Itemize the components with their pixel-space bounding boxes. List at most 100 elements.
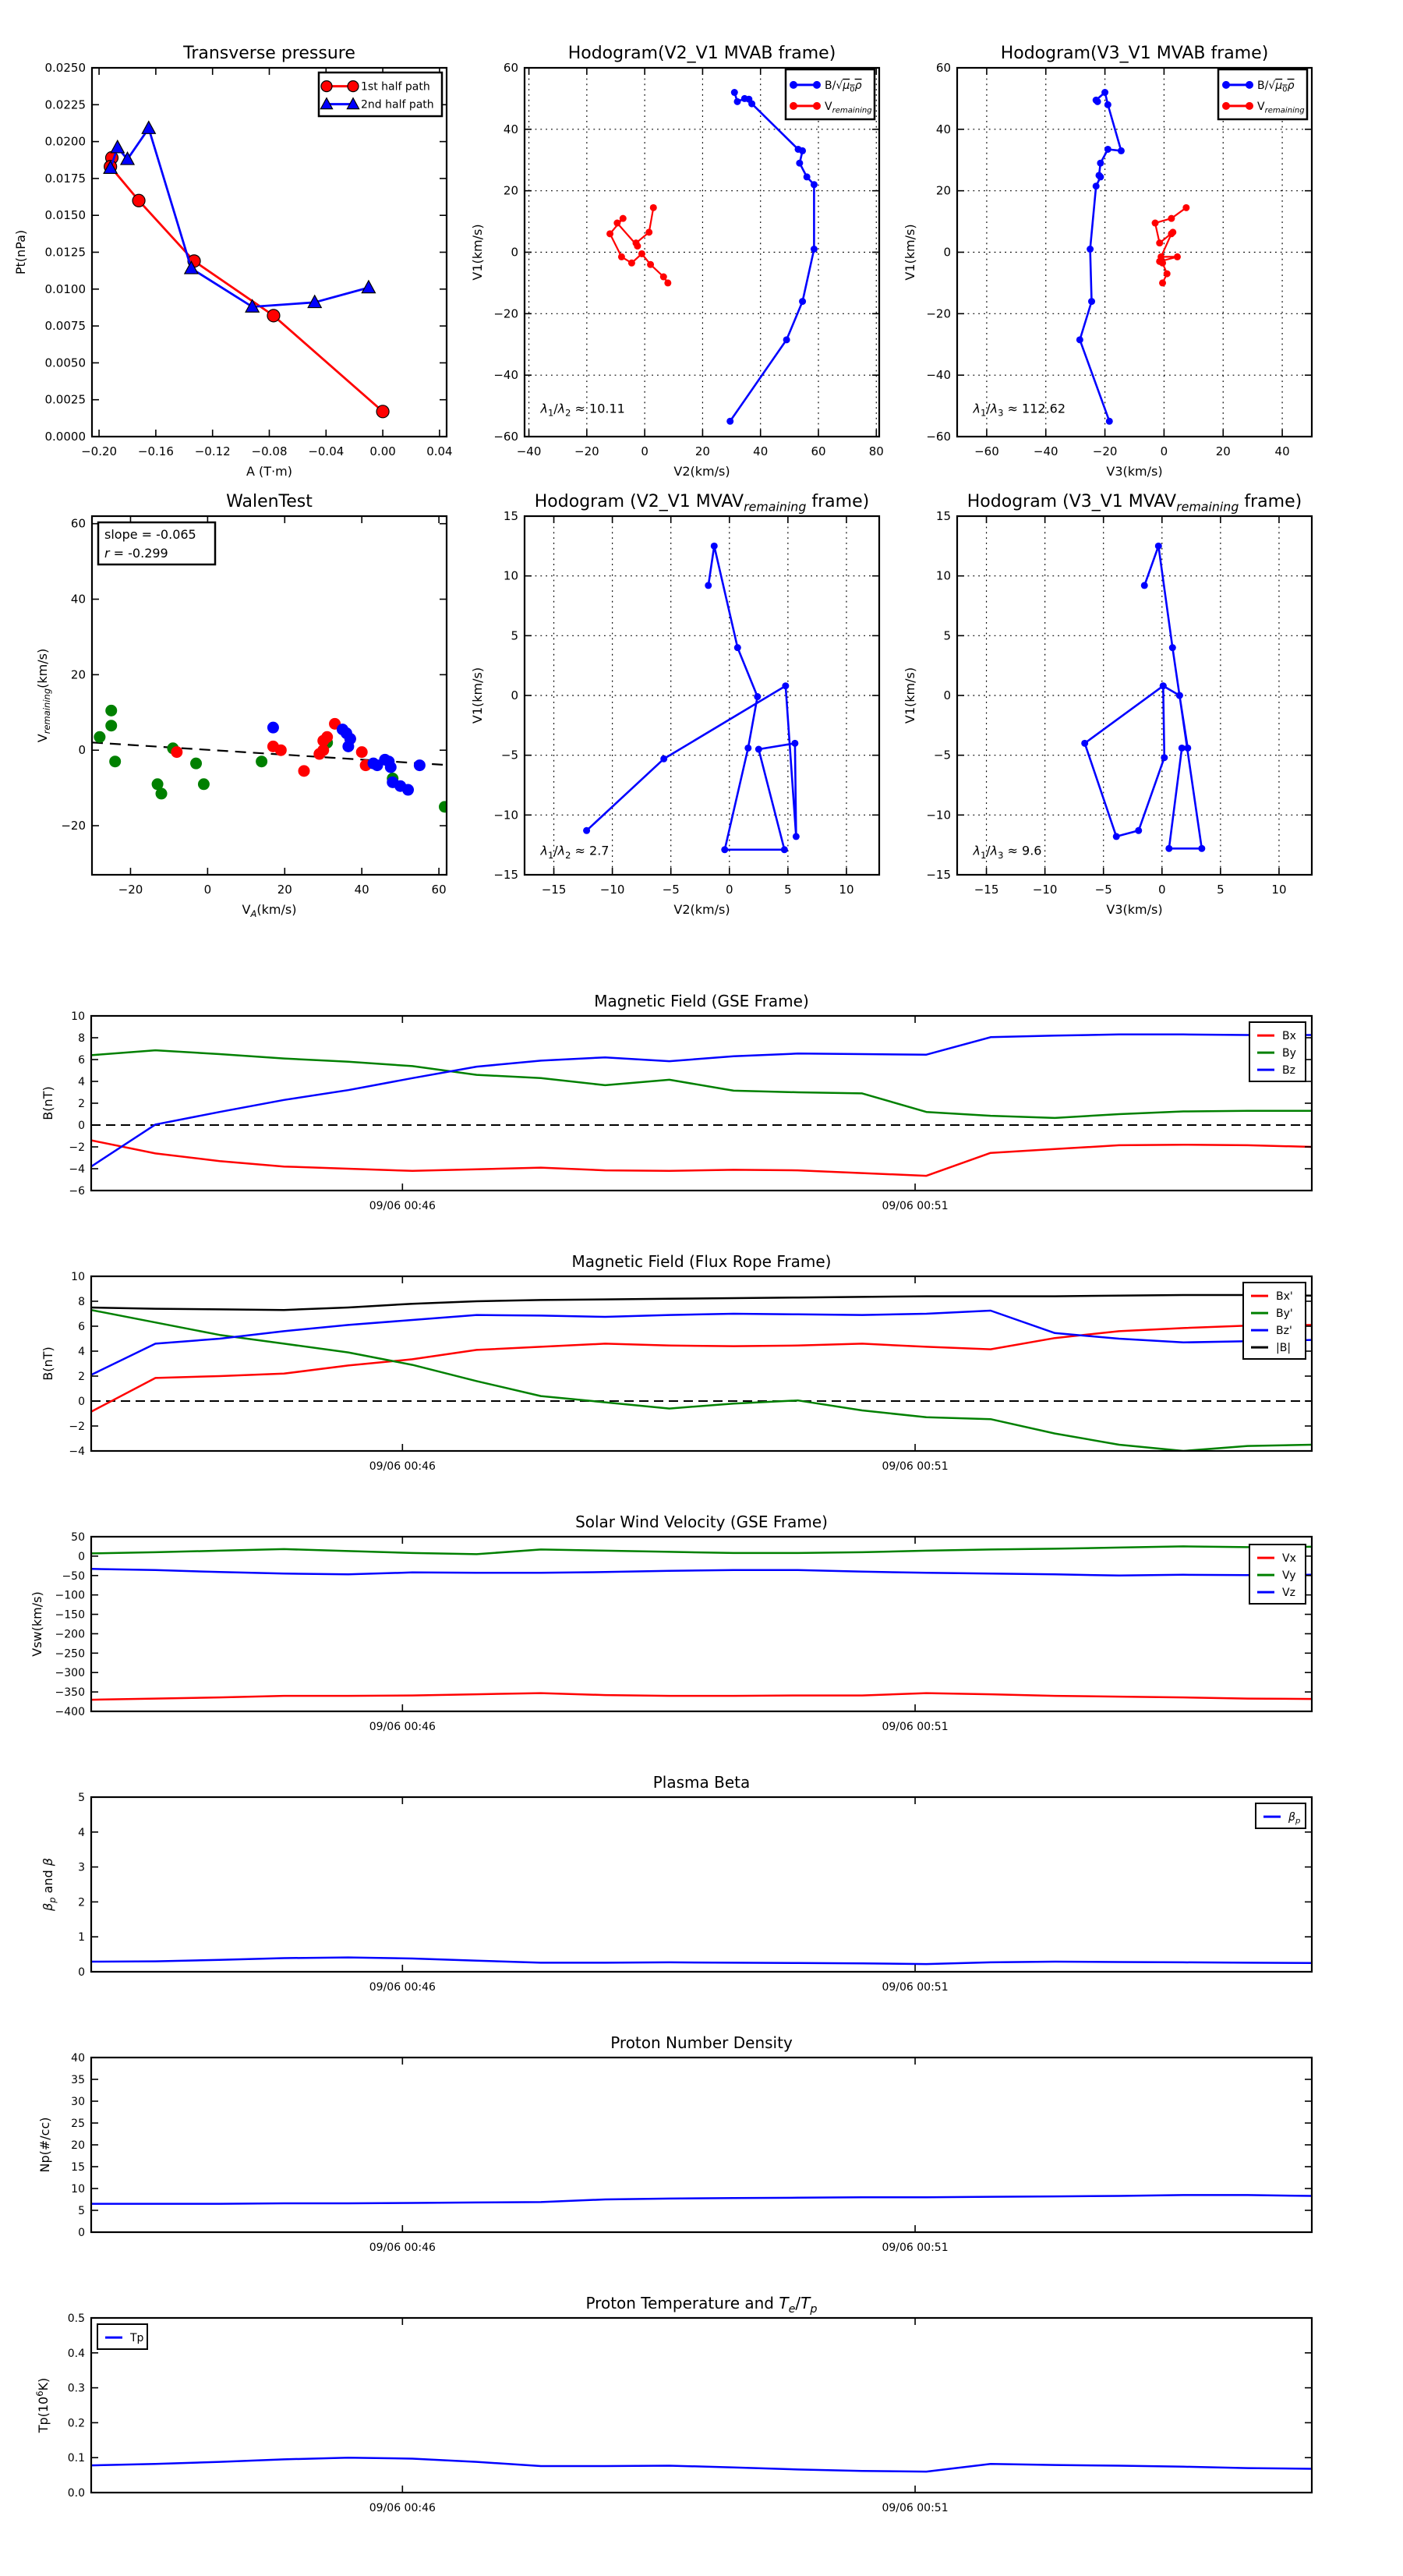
marker-circle — [583, 826, 591, 834]
y-axis-label: Tp(106K) — [34, 2378, 51, 2434]
ticks: −20 0 20 40 60 −20 0 20 40 60 — [61, 516, 447, 897]
y-tick-label: 20 — [936, 184, 951, 198]
marker-triangle — [119, 151, 136, 165]
panel-plasma-beta: 09/06 00:46 09/06 00:51 0 1 2 3 4 5 Plasma Beta β… — [41, 1773, 1313, 1994]
panel-title: Proton Number Density — [610, 2033, 793, 2052]
y-tick-label: 50 — [71, 1531, 85, 1544]
marker-circle — [317, 744, 330, 756]
y-tick-label: 40 — [71, 593, 86, 607]
panel-hodogram-v2v1-mvav: −15 −10 −5 0 5 10 −15 −10 −5 0 5 10 15 Hodogram (V2_V… — [470, 492, 881, 917]
x-tick-label: 40 — [753, 444, 768, 458]
marker-circle — [813, 101, 821, 110]
marker-circle — [645, 228, 653, 236]
marker-triangle — [141, 120, 157, 134]
marker-circle — [613, 219, 621, 227]
panel-magnetic-field-gse: 09/06 00:46 09/06 00:51 −6 −4 −2 0 2 4 6 8 10 Magne… — [41, 992, 1313, 1212]
marker-circle — [1101, 89, 1109, 97]
x-tick-label: 0 — [726, 883, 733, 897]
marker-circle — [1088, 298, 1096, 306]
marker-circle — [1097, 173, 1104, 181]
series-By — [91, 1049, 1312, 1120]
marker-circle — [298, 765, 310, 777]
marker-circle — [810, 246, 818, 253]
marker-triangle — [346, 97, 360, 110]
marker-circle — [1161, 754, 1168, 762]
y-tick-label: −10 — [493, 808, 518, 822]
y-tick-label: 2 — [78, 1371, 85, 1383]
y-tick-label: −4 — [69, 1445, 85, 1458]
x-tick-label: 09/06 00:46 — [369, 1981, 436, 1994]
marker-circle — [105, 720, 118, 732]
y-tick-label: −20 — [926, 306, 951, 320]
series-Bz — [91, 1033, 1312, 1168]
series-Np — [91, 2194, 1312, 2205]
marker-circle — [197, 778, 210, 791]
y-tick-label: −10 — [926, 808, 951, 822]
series-Vy — [91, 1545, 1312, 1555]
marker-circle — [94, 731, 106, 743]
x-axis-label: V3(km/s) — [1106, 464, 1162, 479]
legend: B/√μ0ρ Vremaining — [784, 68, 876, 121]
panel-title: Magnetic Field (GSE Frame) — [594, 992, 809, 1010]
annotation-text: λ1/λ3 ≈ 9.6 — [972, 844, 1041, 861]
x-tick-label: 20 — [1216, 444, 1231, 458]
marker-circle — [321, 731, 334, 743]
legend-box — [1217, 68, 1309, 121]
marker-circle — [413, 759, 426, 772]
legend-label: 2nd half path — [361, 99, 434, 111]
y-axis-label: Vremaining(km/s) — [35, 649, 52, 742]
y-tick-label: 35 — [71, 2074, 85, 2086]
marker-circle — [705, 582, 712, 589]
y-tick-label: −40 — [926, 368, 951, 382]
series-group — [91, 1956, 1312, 1966]
y-tick-label: 0.3 — [68, 2383, 85, 2395]
y-tick-label: −15 — [926, 868, 951, 882]
y-tick-label: 8 — [78, 1032, 85, 1045]
ticks: −15 −10 −5 0 5 10 −15 −10 −5 0 5 10 15 — [493, 509, 879, 897]
marker-circle — [813, 80, 821, 89]
y-tick-label: 4 — [78, 1827, 85, 1839]
marker-triangle — [361, 279, 376, 294]
y-tick-label: −250 — [55, 1647, 85, 1660]
x-tick-label: 5 — [784, 883, 792, 897]
axes-frame — [90, 2316, 1313, 2494]
y-tick-label: −60 — [926, 430, 951, 444]
marker-circle — [1087, 246, 1094, 253]
marker-circle — [1154, 542, 1162, 550]
marker-circle — [320, 80, 333, 93]
y-tick-label: 0.1 — [68, 2452, 85, 2465]
y-tick-label: 0.0175 — [45, 172, 87, 186]
x-tick-label: 09/06 00:51 — [882, 1200, 948, 1212]
marker-circle — [1175, 692, 1183, 699]
marker-circle — [274, 744, 287, 756]
y-tick-label: −60 — [493, 430, 518, 444]
panel-proton-temperature: 09/06 00:46 09/06 00:51 0.0 0.1 0.2 0.3 0.4 0.5… — [34, 2294, 1313, 2514]
y-axis-label: B(nT) — [41, 1086, 55, 1120]
marker-circle — [1117, 147, 1125, 154]
marker-circle — [1165, 844, 1173, 852]
y-tick-label: 2 — [78, 1896, 85, 1909]
series-group — [92, 704, 447, 813]
panel-title: Solar Wind Velocity (GSE Frame) — [575, 1513, 828, 1531]
series-Bz-prime — [91, 1309, 1312, 1376]
y-tick-label: −2 — [69, 1421, 85, 1433]
y-tick-label: 6 — [78, 1054, 85, 1067]
marker-circle — [1156, 239, 1164, 247]
y-tick-label: 6 — [78, 1321, 85, 1333]
series-group — [91, 1545, 1312, 1701]
y-tick-label: −150 — [55, 1609, 85, 1622]
marker-circle — [627, 259, 635, 267]
y-tick-label: −350 — [55, 1686, 85, 1699]
ticks: −60 −40 −20 0 20 40 −60 −40 −20 0 20 40 60 — [926, 61, 1312, 458]
y-tick-label: 25 — [71, 2118, 85, 2130]
x-tick-label: −5 — [1095, 883, 1112, 897]
marker-circle — [606, 230, 614, 238]
y-tick-label: 40 — [936, 122, 951, 136]
marker-circle — [1105, 417, 1113, 425]
y-axis-label: βp and β — [41, 1858, 58, 1912]
marker-circle — [799, 298, 807, 306]
ticks: 09/06 00:46 09/06 00:51 −4 −2 0 2 4 6 8 10 — [69, 1271, 1312, 1473]
marker-circle — [721, 846, 729, 854]
